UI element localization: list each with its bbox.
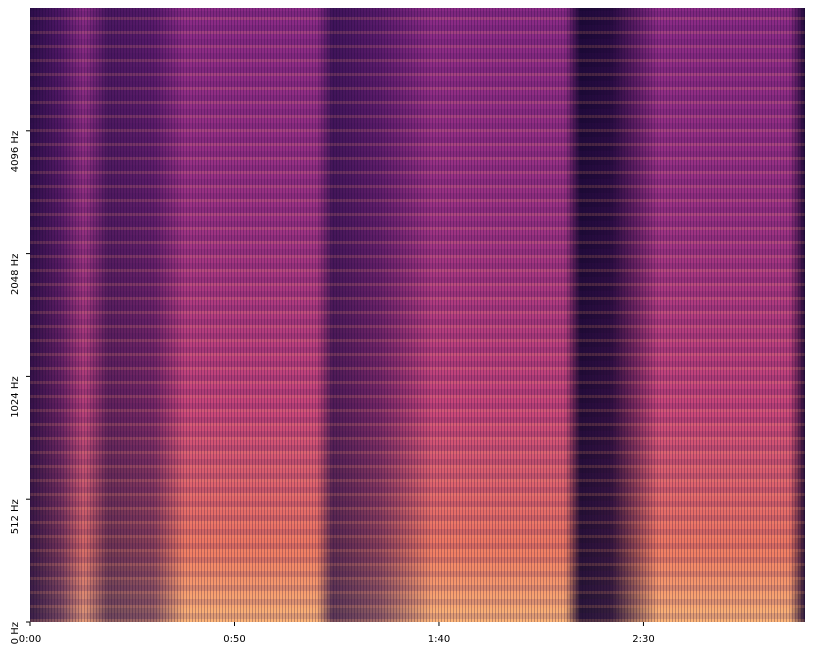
x-tick-label: 0:50 xyxy=(223,634,245,645)
y-tick-label: 1024 Hz xyxy=(10,376,21,417)
y-tick-label: 4096 Hz xyxy=(10,131,21,172)
spectrogram-image xyxy=(30,8,805,622)
x-tick-label: 0:00 xyxy=(19,634,41,645)
y-tick-label: 2048 Hz xyxy=(10,254,21,295)
y-tick-label: 512 Hz xyxy=(10,499,21,534)
x-tick-label: 2:30 xyxy=(632,634,654,645)
y-tick-label: 0 Hz xyxy=(10,622,21,644)
x-tick-label: 1:40 xyxy=(428,634,450,645)
